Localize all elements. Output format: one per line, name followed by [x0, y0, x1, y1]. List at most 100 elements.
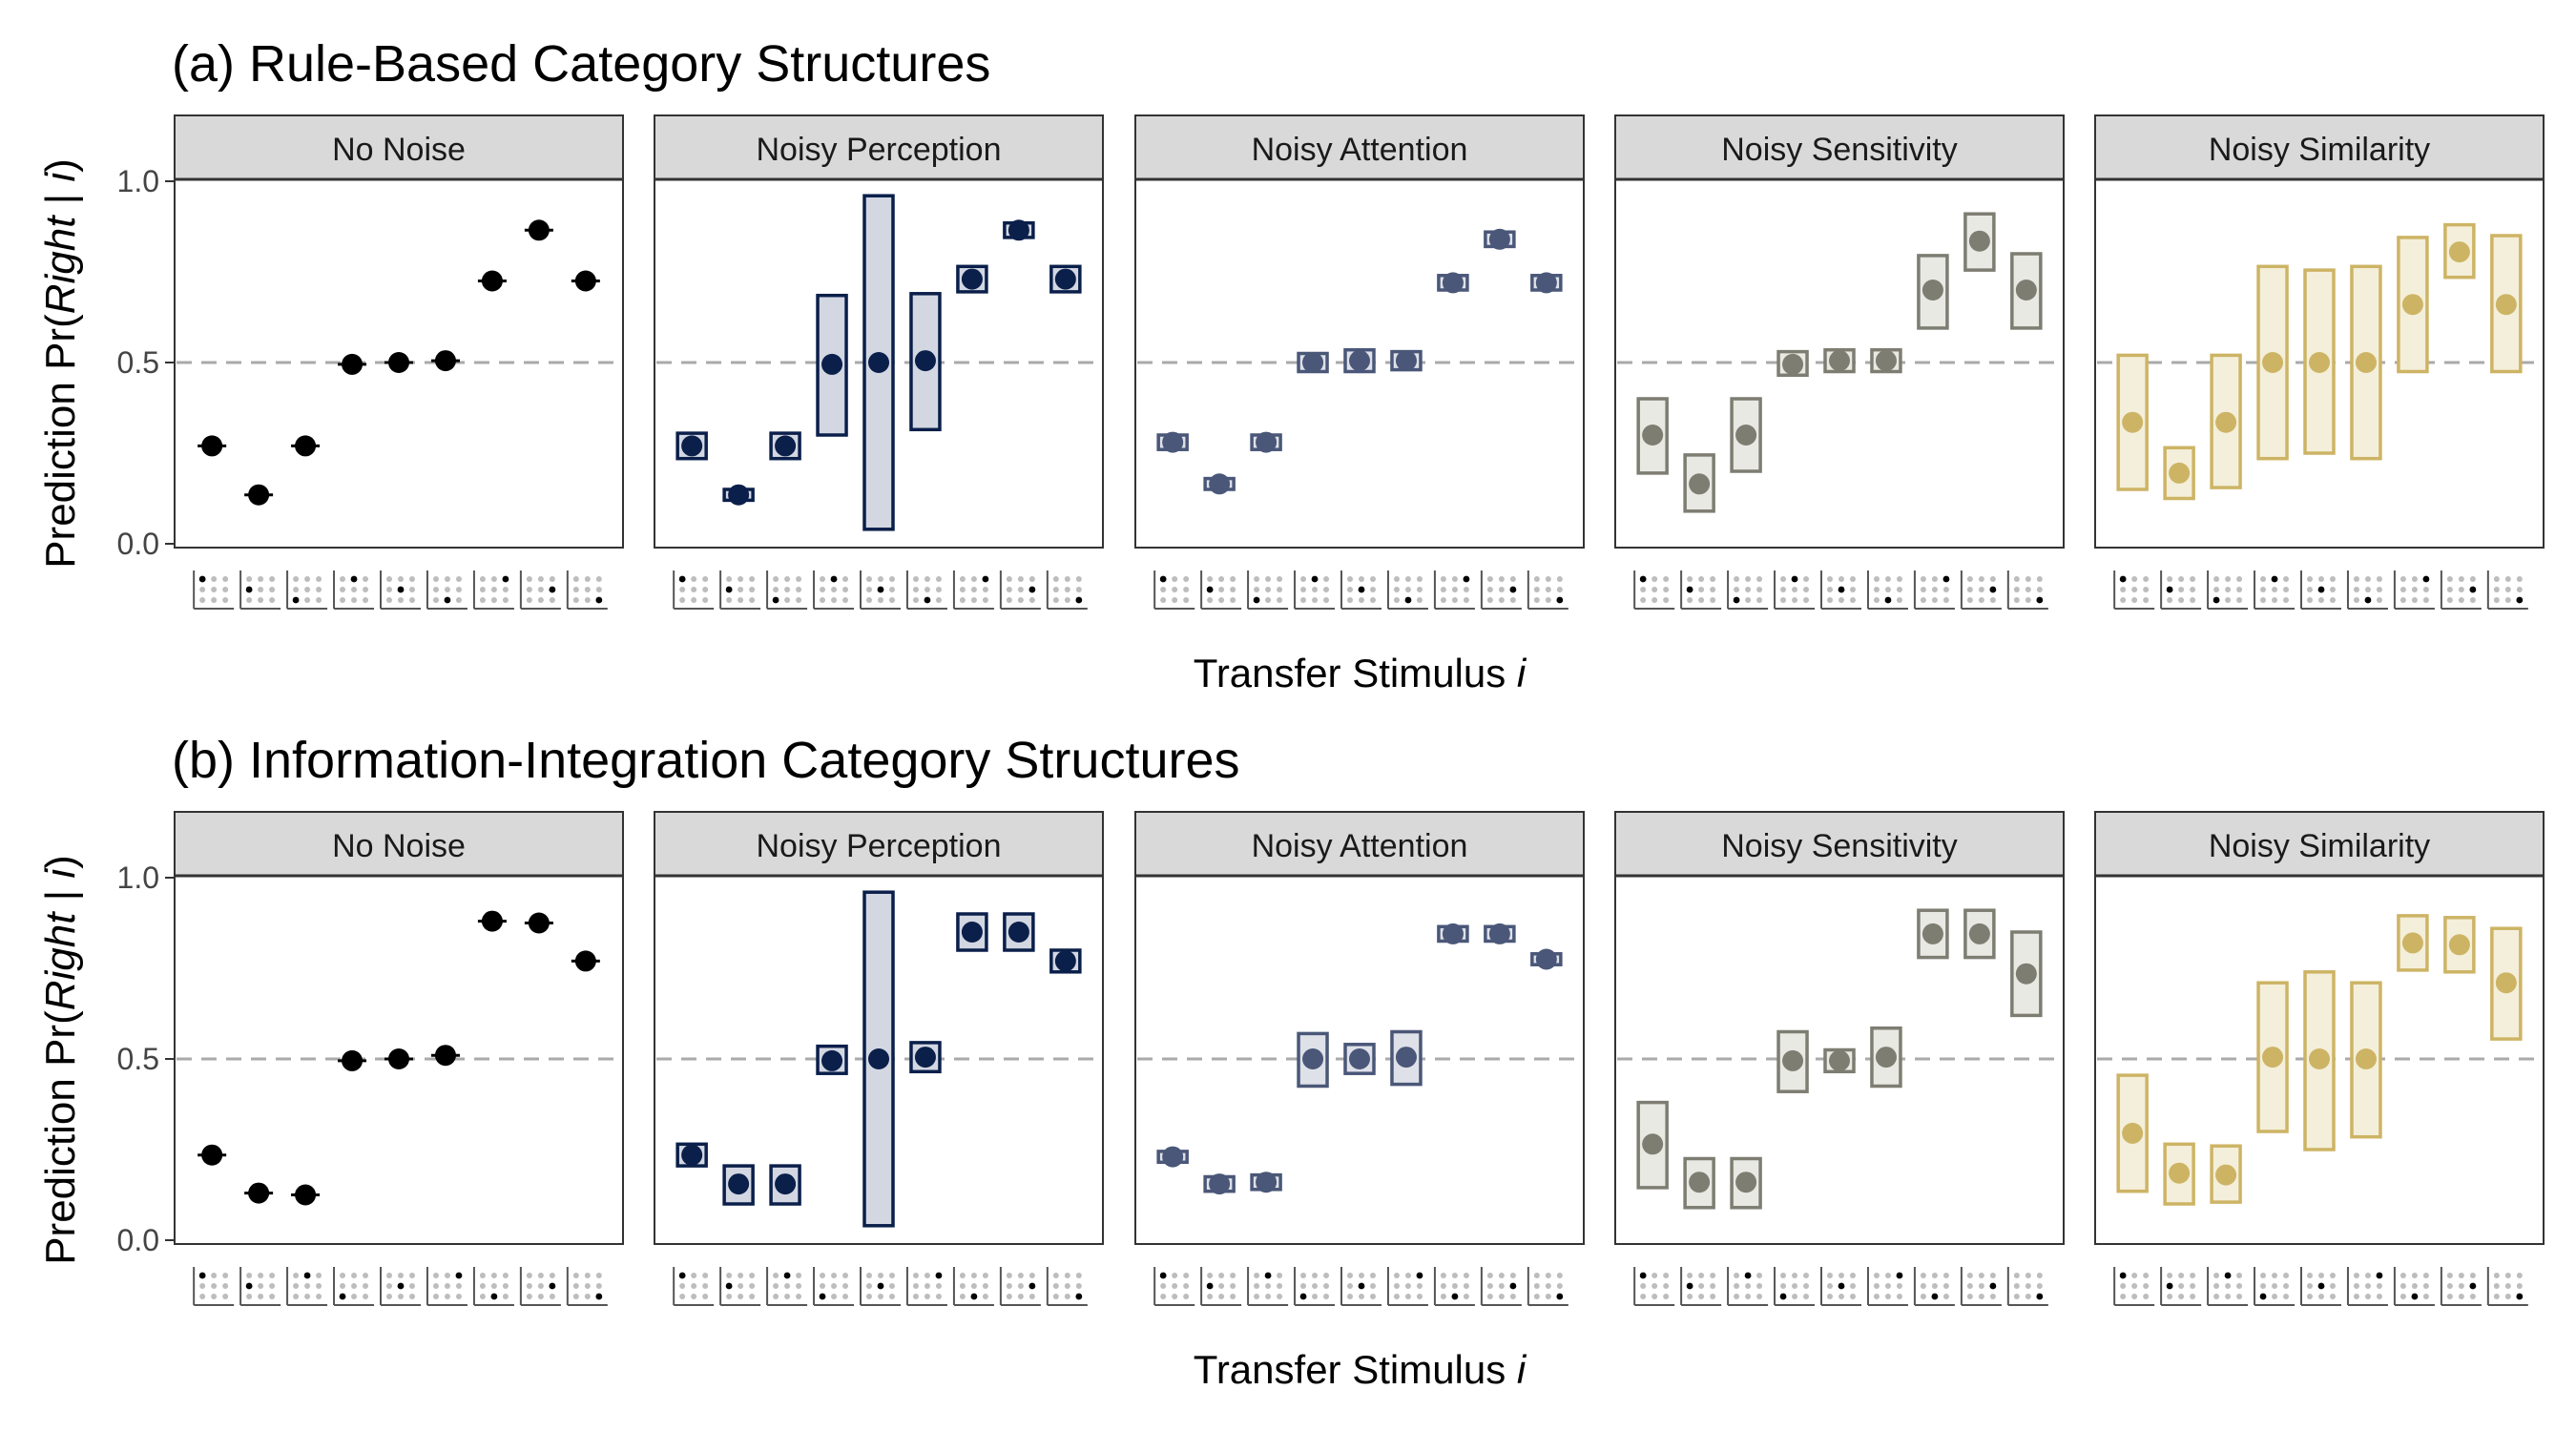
stimulus-dot	[1942, 1283, 1949, 1289]
stimulus-glyph	[1046, 570, 1088, 610]
data-point	[1829, 350, 1850, 372]
stimulus-dot	[502, 587, 509, 592]
stimulus-dot	[2504, 597, 2511, 603]
stimulus-dot	[982, 587, 988, 592]
stimulus-dot	[737, 576, 744, 582]
stimulus-dot-active	[2317, 1282, 2325, 1290]
stimulus-dot	[269, 1283, 276, 1289]
panel-no-noise: No Noise	[174, 811, 624, 1306]
stimulus-dot-active	[2259, 1293, 2267, 1300]
stimulus-dot	[1207, 597, 1214, 603]
stimulus-dot	[1687, 576, 1693, 582]
stimulus-dot	[749, 576, 756, 582]
stimulus-dot	[479, 597, 486, 603]
stimulus-dot	[526, 587, 532, 592]
stimulus-dot	[2178, 597, 2185, 603]
stimulus-dot	[1265, 597, 1272, 603]
data-point	[821, 1049, 843, 1071]
stimulus-dot	[2493, 587, 2500, 592]
stimulus-dot	[1989, 1294, 1996, 1299]
stimulus-dot	[293, 587, 300, 592]
stimulus-dot	[293, 576, 300, 582]
stimulus-dot	[1207, 1294, 1214, 1299]
stimulus-dot	[2272, 1283, 2278, 1289]
stimulus-dot	[1006, 576, 1012, 582]
stimulus-dot	[1803, 597, 1810, 603]
stimulus-dot	[340, 587, 346, 592]
stimulus-dot-active	[595, 596, 603, 604]
stimulus-dot	[831, 1283, 838, 1289]
stimulus-dot	[878, 576, 883, 582]
stimulus-dot	[878, 1294, 883, 1299]
stimulus-dot	[2213, 1273, 2220, 1278]
stimulus-dot	[1533, 1283, 1540, 1289]
stimulus-dot	[1017, 587, 1024, 592]
y-axis-label: Prediction Pr(Right | i)	[37, 158, 84, 569]
stimulus-dot	[1884, 1283, 1891, 1289]
stimulus-dot	[959, 1294, 966, 1299]
stimulus-dot	[796, 1273, 802, 1278]
stimulus-glyph	[1153, 570, 1195, 610]
stimulus-dot	[889, 587, 895, 592]
stimulus-dot	[1183, 1283, 1190, 1289]
stimulus-dot-active	[2469, 1282, 2477, 1290]
stimulus-dot	[1028, 1273, 1035, 1278]
stimulus-dot-active	[1264, 1272, 1272, 1279]
stimulus-dot	[1393, 1273, 1400, 1278]
data-point	[728, 1173, 750, 1195]
data-point	[1209, 1173, 1231, 1195]
stimulus-dot	[363, 597, 369, 603]
stimulus-dot	[773, 587, 779, 592]
stimulus-dot	[1347, 1283, 1353, 1289]
stimulus-dot	[2318, 1273, 2324, 1278]
stimulus-dot	[2260, 1273, 2267, 1278]
stimulus-dot	[2283, 597, 2290, 603]
data-point	[342, 1049, 364, 1071]
data-point	[2262, 352, 2284, 373]
stimulus-dot	[1416, 587, 1423, 592]
stimulus-dot	[1393, 1294, 1400, 1299]
stimulus-dot	[1850, 1294, 1856, 1299]
stimulus-dot	[444, 1294, 450, 1299]
stimulus-dot	[2025, 597, 2031, 603]
stimulus-dot	[222, 587, 229, 592]
stimulus-dot	[679, 587, 686, 592]
stimulus-dot	[2469, 597, 2476, 603]
stimulus-dot	[1347, 576, 1353, 582]
stimulus-dot-active	[772, 596, 779, 604]
stimulus-dot	[2190, 597, 2196, 603]
stimulus-dot	[1393, 1283, 1400, 1289]
stimulus-dot	[1183, 1294, 1190, 1299]
stimulus-dot	[2493, 1283, 2500, 1289]
stimulus-dot	[537, 1294, 544, 1299]
stimulus-glyph	[2393, 1267, 2435, 1306]
stimulus-dot-active	[1028, 586, 1036, 593]
stimulus-dot	[502, 1294, 509, 1299]
stimulus-glyph	[239, 1267, 281, 1306]
stimulus-dot	[691, 1294, 697, 1299]
stimulus-dot	[737, 1283, 744, 1289]
stimulus-glyph	[1774, 1267, 1816, 1306]
stimulus-dot	[691, 1273, 697, 1278]
stimulus-dot	[1300, 576, 1307, 582]
stimulus-glyph	[1820, 570, 1861, 610]
stimulus-dot	[584, 587, 591, 592]
stimulus-dot	[2236, 1283, 2243, 1289]
stimulus-dot-active	[2422, 575, 2430, 583]
stimulus-dot	[2190, 1294, 2196, 1299]
stimulus-dot	[1884, 587, 1891, 592]
stimulus-dot	[2364, 1294, 2371, 1299]
stimulus-dot	[1028, 1294, 1035, 1299]
stimulus-dot	[1183, 587, 1190, 592]
stimulus-dot-active	[1509, 586, 1517, 593]
stimulus-dot	[1404, 587, 1411, 592]
stimulus-dot	[211, 597, 218, 603]
stimulus-dot	[2411, 1283, 2418, 1289]
stimulus-dot	[258, 597, 264, 603]
stimulus-dot	[1230, 1294, 1236, 1299]
stimulus-dot	[2446, 576, 2453, 582]
stimulus-glyph	[1960, 1267, 2002, 1306]
stimulus-dot	[1827, 597, 1833, 603]
stimulus-dot-active	[1896, 1272, 1903, 1279]
stimulus-dot	[1323, 587, 1330, 592]
